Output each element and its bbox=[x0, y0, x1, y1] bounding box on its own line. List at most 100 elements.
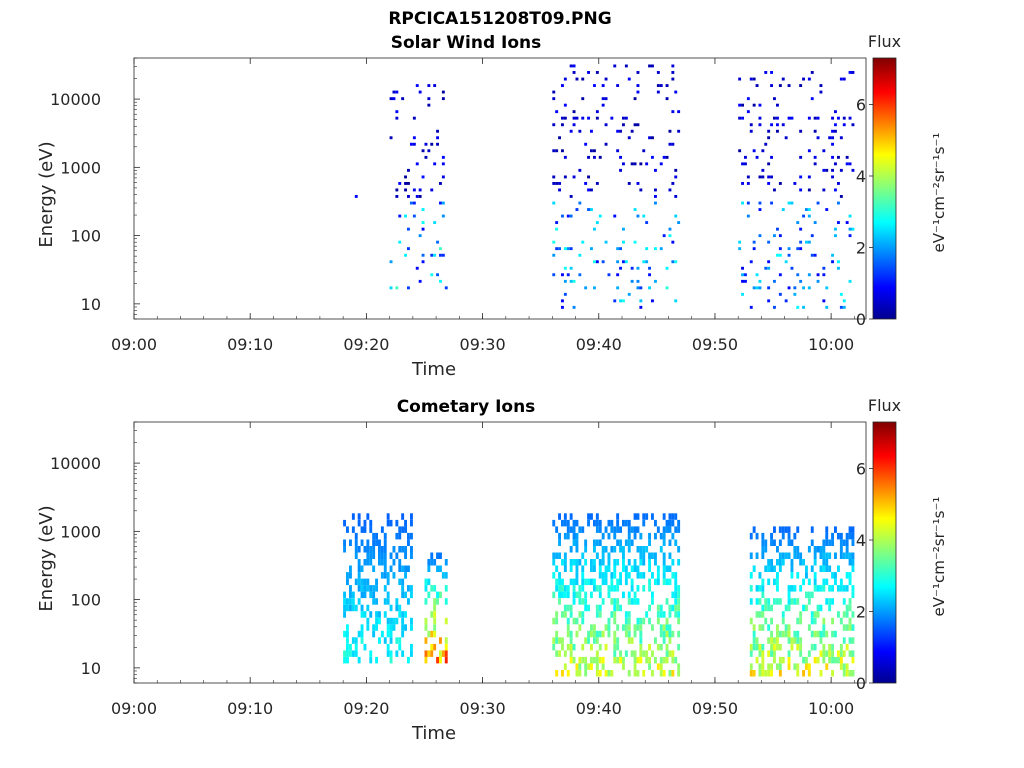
flux-cell bbox=[598, 670, 602, 677]
flux-cell bbox=[354, 637, 358, 644]
flux-cell bbox=[802, 77, 805, 81]
flux-cell bbox=[642, 617, 646, 625]
flux-cell bbox=[558, 585, 561, 592]
flux-cell bbox=[619, 129, 622, 133]
flux-cell bbox=[552, 559, 556, 566]
flux-cell bbox=[848, 227, 852, 231]
flux-cell bbox=[659, 84, 663, 87]
flux-cell bbox=[813, 559, 817, 566]
flux-cell bbox=[636, 286, 640, 290]
flux-cell bbox=[752, 247, 756, 251]
flux-cell bbox=[799, 279, 803, 283]
flux-cell bbox=[831, 585, 834, 592]
flux-cell bbox=[787, 624, 791, 631]
flux-cell bbox=[395, 286, 399, 290]
flux-cell bbox=[636, 214, 640, 218]
flux-cell bbox=[558, 552, 561, 559]
flux-cell bbox=[813, 221, 817, 224]
flux-cell bbox=[398, 643, 402, 651]
flux-cell bbox=[636, 598, 640, 605]
flux-cell bbox=[816, 611, 820, 618]
flux-cell bbox=[441, 201, 445, 205]
flux-cell bbox=[848, 670, 852, 677]
flux-cell bbox=[749, 123, 753, 127]
flux-cell bbox=[619, 572, 622, 579]
flux-cell bbox=[810, 643, 814, 651]
flux-cell bbox=[569, 279, 573, 283]
flux-cell bbox=[601, 598, 605, 605]
flux-cell bbox=[851, 656, 855, 664]
flux-cell bbox=[407, 182, 410, 185]
flux-cell bbox=[630, 539, 634, 546]
flux-cell bbox=[619, 546, 622, 553]
flux-cell bbox=[366, 539, 370, 546]
flux-cell bbox=[360, 539, 364, 546]
flux-cell bbox=[595, 71, 599, 74]
flux-cell bbox=[421, 175, 425, 179]
flux-cell bbox=[607, 559, 611, 566]
flux-cell bbox=[651, 513, 654, 520]
flux-cell bbox=[848, 637, 852, 644]
flux-cell bbox=[773, 650, 776, 657]
flux-cell bbox=[616, 559, 620, 566]
flux-cell bbox=[799, 637, 803, 644]
flux-cell bbox=[569, 630, 573, 638]
flux-cell bbox=[389, 552, 393, 559]
flux-cell bbox=[781, 123, 785, 127]
flux-cell bbox=[810, 234, 814, 238]
flux-cell bbox=[796, 526, 800, 533]
flux-cell bbox=[758, 175, 762, 179]
flux-cell bbox=[552, 182, 556, 185]
flux-cell bbox=[831, 598, 834, 605]
flux-cell bbox=[563, 116, 567, 120]
flux-cell bbox=[415, 162, 419, 166]
flux-cell bbox=[645, 656, 649, 664]
flux-cell bbox=[633, 565, 637, 572]
flux-cell bbox=[752, 103, 756, 107]
flux-cell bbox=[378, 552, 381, 559]
flux-cell bbox=[383, 598, 387, 605]
flux-cell bbox=[761, 539, 765, 546]
flux-cell bbox=[648, 578, 651, 586]
flux-cell bbox=[651, 155, 654, 159]
flux-cell bbox=[584, 286, 588, 290]
flux-cell bbox=[810, 253, 814, 257]
flux-cell bbox=[613, 526, 617, 533]
flux-cell bbox=[572, 526, 576, 533]
flux-cell bbox=[845, 546, 849, 553]
flux-cell bbox=[633, 630, 637, 638]
flux-cell bbox=[776, 663, 779, 670]
flux-cell bbox=[671, 591, 675, 599]
flux-cell bbox=[741, 201, 744, 205]
flux-cell bbox=[842, 539, 846, 546]
flux-cell bbox=[633, 97, 637, 101]
flux-cell bbox=[552, 149, 556, 153]
flux-cell bbox=[761, 650, 765, 657]
flux-cell bbox=[613, 656, 617, 664]
y-axis-label: Energy (eV) bbox=[36, 141, 57, 247]
flux-cell bbox=[839, 292, 843, 296]
flux-cell bbox=[369, 519, 373, 527]
flux-cell bbox=[552, 519, 556, 527]
flux-cell bbox=[369, 591, 373, 599]
flux-cell bbox=[395, 195, 399, 198]
flux-cell bbox=[645, 650, 649, 657]
flux-cell bbox=[616, 149, 620, 153]
flux-cell bbox=[773, 526, 776, 533]
flux-cell bbox=[813, 155, 817, 159]
flux-cell bbox=[587, 116, 590, 120]
flux-cell bbox=[622, 227, 625, 231]
flux-cell bbox=[407, 195, 410, 198]
flux-cell bbox=[749, 260, 753, 264]
flux-cell bbox=[436, 240, 439, 244]
flux-cell bbox=[665, 643, 669, 651]
flux-cell bbox=[613, 585, 617, 592]
flux-cell bbox=[590, 578, 593, 586]
flux-cell bbox=[607, 552, 611, 559]
flux-cell bbox=[401, 650, 405, 657]
flux-cell bbox=[351, 598, 355, 605]
flux-cell bbox=[389, 630, 393, 638]
flux-cell bbox=[581, 77, 585, 81]
flux-cell bbox=[360, 604, 364, 612]
